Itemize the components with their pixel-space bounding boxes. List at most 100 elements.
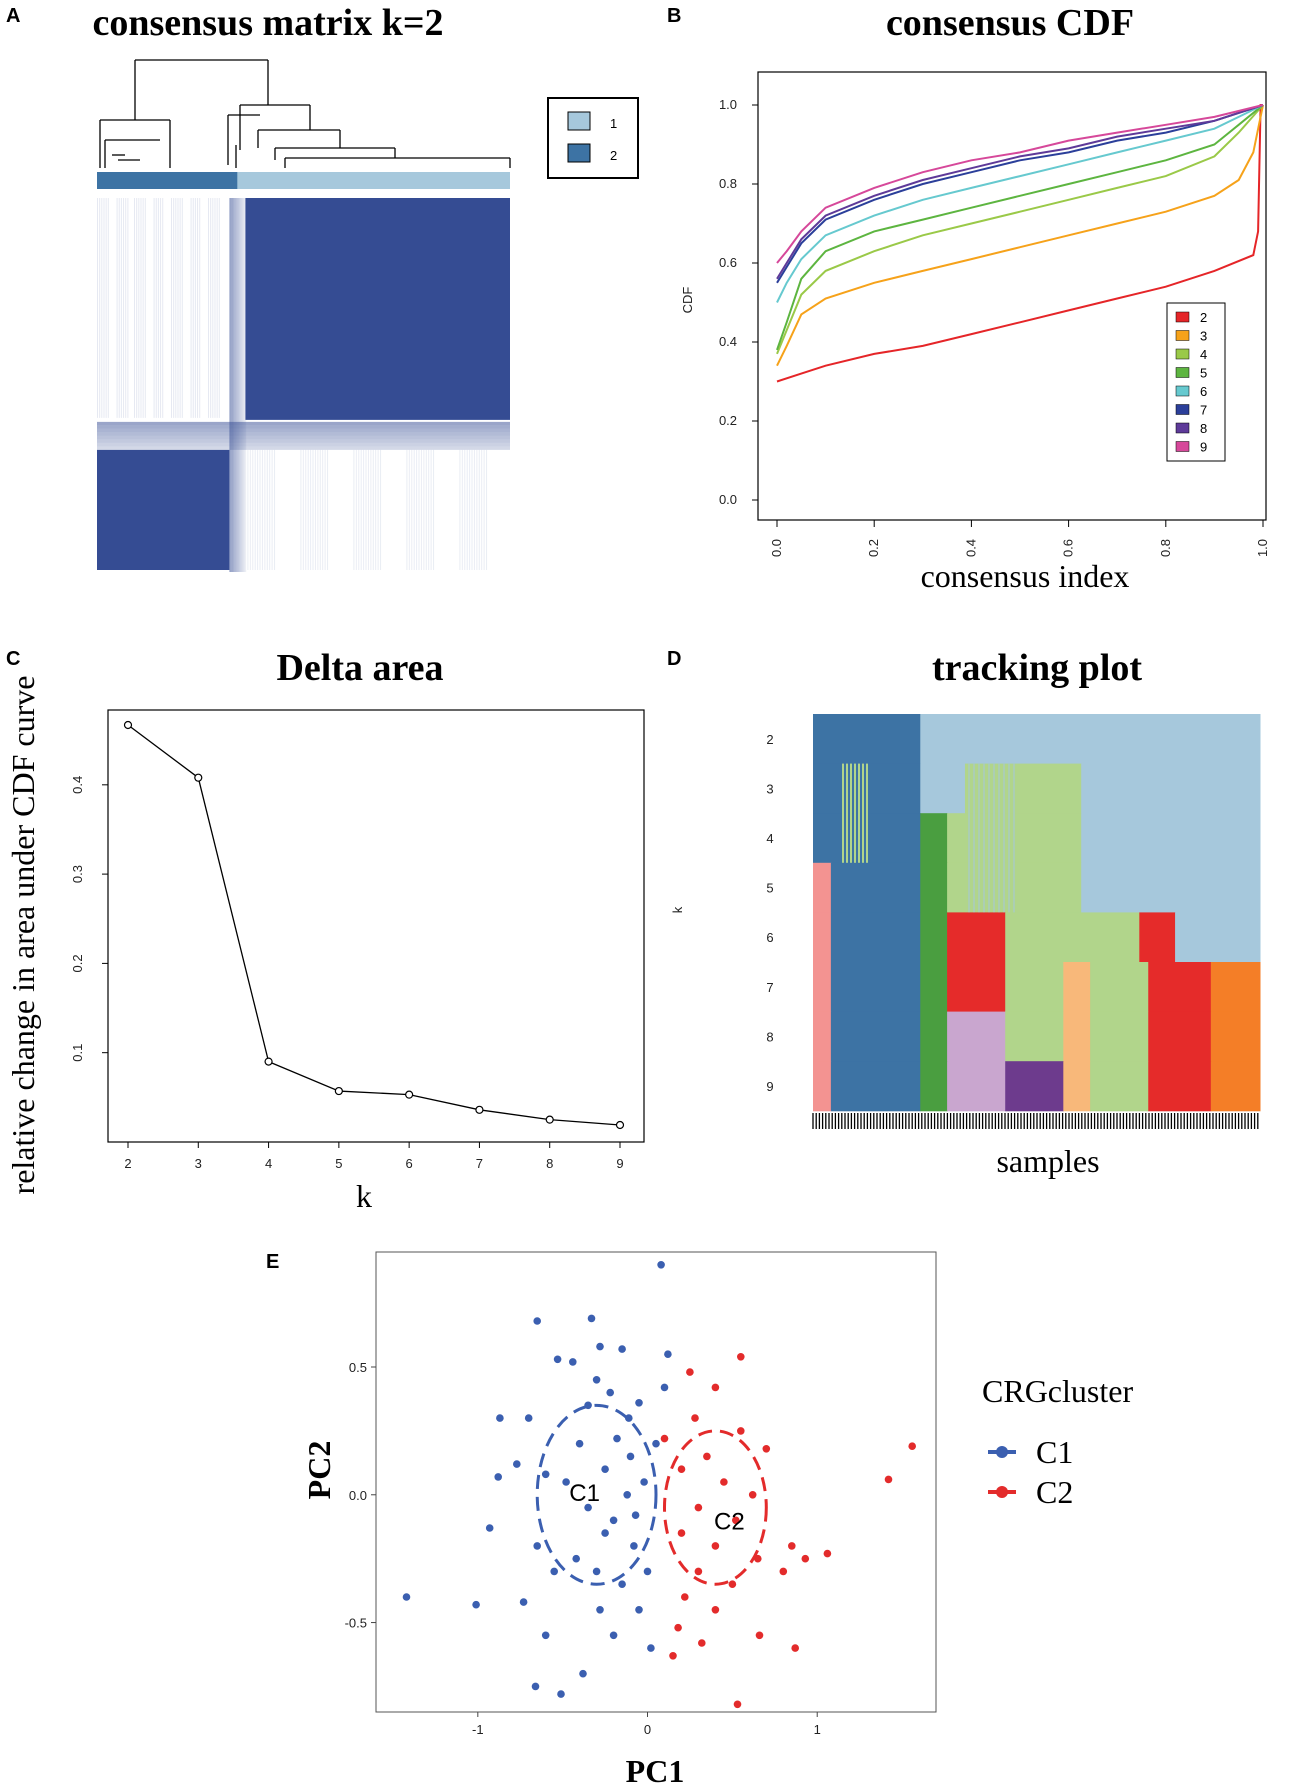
track-run	[1148, 1061, 1212, 1112]
x-tick-label: 0.4	[963, 539, 978, 557]
point-C2	[788, 1542, 796, 1550]
speckle	[123, 198, 125, 418]
point-C1	[613, 1434, 621, 1443]
x-tick-label: 0	[644, 1722, 651, 1737]
speckle	[420, 449, 422, 570]
track-streak	[846, 763, 848, 863]
y-axis-label: k	[670, 906, 685, 913]
speckle	[310, 449, 312, 570]
row-label: 9	[766, 1079, 773, 1094]
panel-d-label: D	[667, 648, 681, 670]
speckle	[300, 449, 302, 570]
legend-label: 5	[1200, 366, 1207, 381]
panel-c-label: C	[6, 648, 20, 670]
transition-col	[237, 198, 240, 572]
point-C2	[711, 1606, 720, 1614]
legend-label: 4	[1200, 347, 1207, 362]
delta-line	[127, 724, 621, 1126]
x-tick-label: 3	[195, 1156, 202, 1171]
point-C2	[681, 1593, 689, 1601]
point-C1	[635, 1399, 643, 1407]
ellipse-C2	[662, 1429, 768, 1586]
speckle	[408, 449, 410, 570]
speckle	[190, 198, 192, 418]
speckle	[192, 198, 194, 418]
transition-row	[97, 432, 510, 436]
x-tick-label: 1	[814, 1722, 821, 1737]
speckle	[116, 198, 118, 418]
point-C2	[677, 1529, 686, 1537]
point-C1	[550, 1567, 558, 1576]
speckle	[160, 198, 162, 418]
point-C1	[402, 1593, 411, 1601]
speckle	[274, 449, 276, 570]
delta-point	[615, 1120, 625, 1130]
speckle	[302, 449, 304, 570]
track-run	[1081, 862, 1261, 913]
speckle	[103, 198, 105, 418]
point-C1	[609, 1631, 618, 1640]
speckle	[99, 198, 101, 418]
panel-c: C Delta area 0.1 0.2 0.3 0.4 2 3 4 5 6 7 8 9 relat…	[5, 647, 645, 1214]
point-C1	[631, 1511, 640, 1519]
plot-frame	[107, 709, 645, 1143]
speckle	[413, 449, 415, 570]
x-tick-label: 0.2	[866, 539, 881, 557]
track-run	[1081, 813, 1261, 864]
speckle	[459, 449, 461, 570]
x-tick-label: 0.0	[769, 539, 784, 557]
track-run	[813, 1011, 832, 1062]
track-streak	[862, 763, 864, 863]
block-cluster-1	[245, 198, 511, 420]
x-axis: 2 3 4 5 6 7 8 9	[124, 1142, 624, 1171]
panel-a: A consensus matrix k=2 1 2	[6, 2, 639, 572]
legend-label: 6	[1200, 384, 1207, 399]
speckle	[155, 198, 157, 418]
delta-point	[123, 720, 133, 730]
transition-col	[243, 198, 246, 572]
point-C2	[674, 1623, 682, 1632]
point-C2	[748, 1491, 757, 1499]
point-C1	[592, 1567, 601, 1576]
row-label: 2	[766, 732, 773, 747]
y-tick-label: 0.6	[719, 255, 737, 270]
speckle	[269, 449, 271, 570]
y-tick-label: 0.2	[70, 954, 85, 972]
speckle	[380, 449, 382, 570]
y-tick-label: 0.4	[719, 334, 737, 349]
transition-col	[234, 198, 236, 572]
track-streak	[842, 763, 844, 863]
legend-dot	[996, 1446, 1008, 1458]
y-tick-label: 0.2	[719, 413, 737, 428]
speckle	[319, 449, 321, 570]
y-axis: 0.1 0.2 0.3 0.4	[70, 776, 108, 1062]
speckle	[259, 449, 261, 570]
track-run	[1175, 912, 1261, 963]
point-C1	[553, 1355, 562, 1364]
row-label: 5	[766, 881, 773, 896]
legend-label: C2	[1036, 1474, 1073, 1510]
speckle	[430, 449, 432, 570]
speckle	[476, 449, 478, 570]
y-axis: -0.5 0.0 0.5	[345, 1360, 376, 1631]
track-run	[964, 763, 1082, 814]
cdf-line-k2	[776, 104, 1263, 383]
y-tick-label: 0.3	[70, 865, 85, 883]
speckle	[322, 449, 324, 570]
track-run	[1148, 962, 1212, 1013]
track-run	[947, 1011, 1006, 1062]
speckle	[423, 449, 425, 570]
speckle	[142, 198, 144, 418]
speckle	[144, 198, 146, 418]
cluster-label-C2: C2	[714, 1509, 745, 1536]
point-C2	[733, 1700, 742, 1709]
cluster-bar-2	[97, 172, 238, 189]
point-C1	[606, 1388, 614, 1397]
y-tick-label: 0.0	[349, 1488, 367, 1503]
track-streak	[983, 763, 985, 913]
x-tick-label: 0.6	[1061, 539, 1076, 557]
track-streak	[1013, 763, 1015, 913]
track-run	[1210, 1061, 1261, 1112]
legend-swatch-2	[567, 143, 591, 163]
speckle	[327, 449, 329, 570]
